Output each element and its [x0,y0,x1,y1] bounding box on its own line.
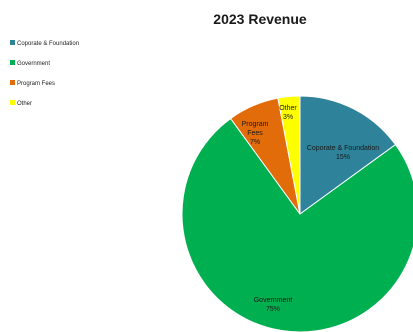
legend-label: Program Fees [17,81,55,87]
legend-label: Other [17,101,32,107]
slice-label: Coporate & Foundation 15% [307,145,379,161]
slice-labels: Coporate & Foundation 15% Government 75% Pro… [242,105,380,313]
pie-slice-coporate-foundation [299,95,397,215]
legend-label: Coporate & Foundation [17,41,79,47]
pie-slice-other [277,95,301,215]
legend-swatch [10,100,15,105]
legend-label: Government [17,61,50,67]
legend-swatch [10,60,15,65]
legend: Coporate & Foundation Government Program F… [10,40,79,107]
pie-slice-government [181,117,413,332]
pie-slices [181,95,413,332]
chart-title: 2023 Revenue [213,11,307,27]
slice-label: Other 3% [279,105,297,121]
legend-swatch [10,80,15,85]
legend-swatch [10,40,15,45]
slice-label: Government 75% [254,297,293,313]
slice-label: Program Fees 7% [242,121,269,146]
